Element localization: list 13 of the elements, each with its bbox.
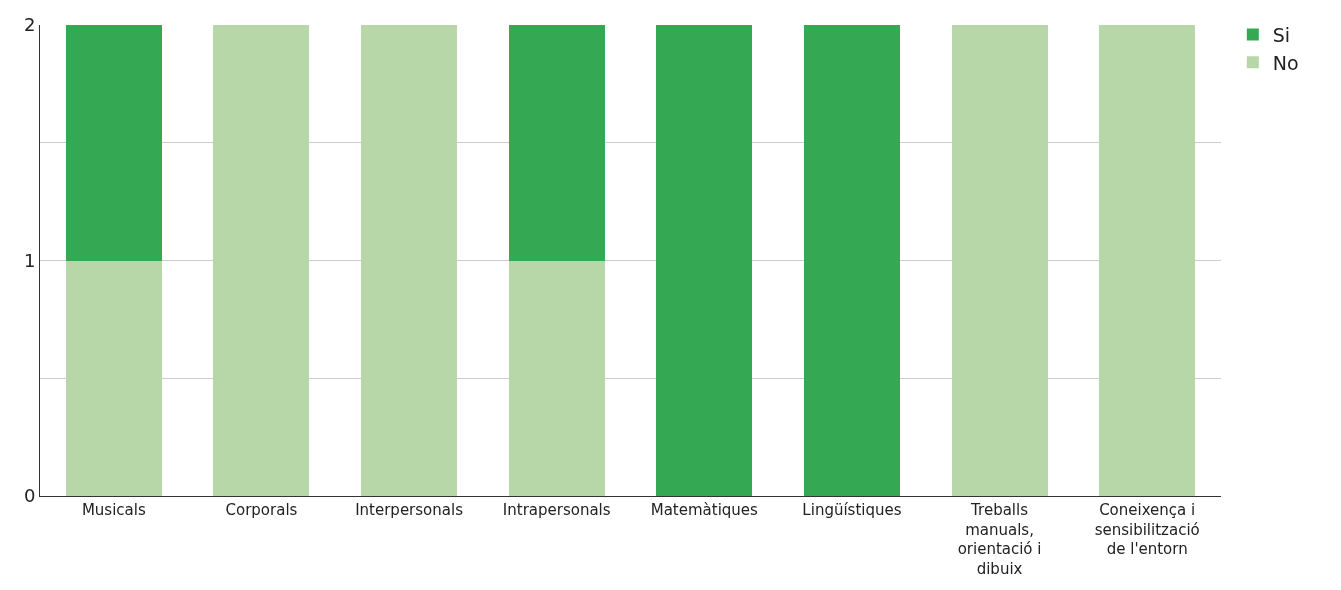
y-tick-label: 1 <box>23 249 36 271</box>
legend-label: Si <box>1272 23 1291 46</box>
y-tick-label: 0 <box>23 485 36 507</box>
legend-label: No <box>1272 51 1299 74</box>
x-tick-label: Musicals <box>81 501 146 519</box>
y-tick-label: 2 <box>23 14 36 36</box>
x-tick-label: Lingüístiques <box>802 501 902 519</box>
x-tick-label: Coneixença i sensibilització de l'entorn <box>1094 501 1200 558</box>
x-tick-label: Treballs manuals, orientació i dibuix <box>957 501 1042 578</box>
x-tick-label: Matemàtiques <box>650 501 759 519</box>
x-tick-label: Intrapersonals <box>502 501 611 519</box>
x-tick-label: Interpersonals <box>355 501 464 519</box>
x-tick-label: Corporals <box>225 501 298 519</box>
